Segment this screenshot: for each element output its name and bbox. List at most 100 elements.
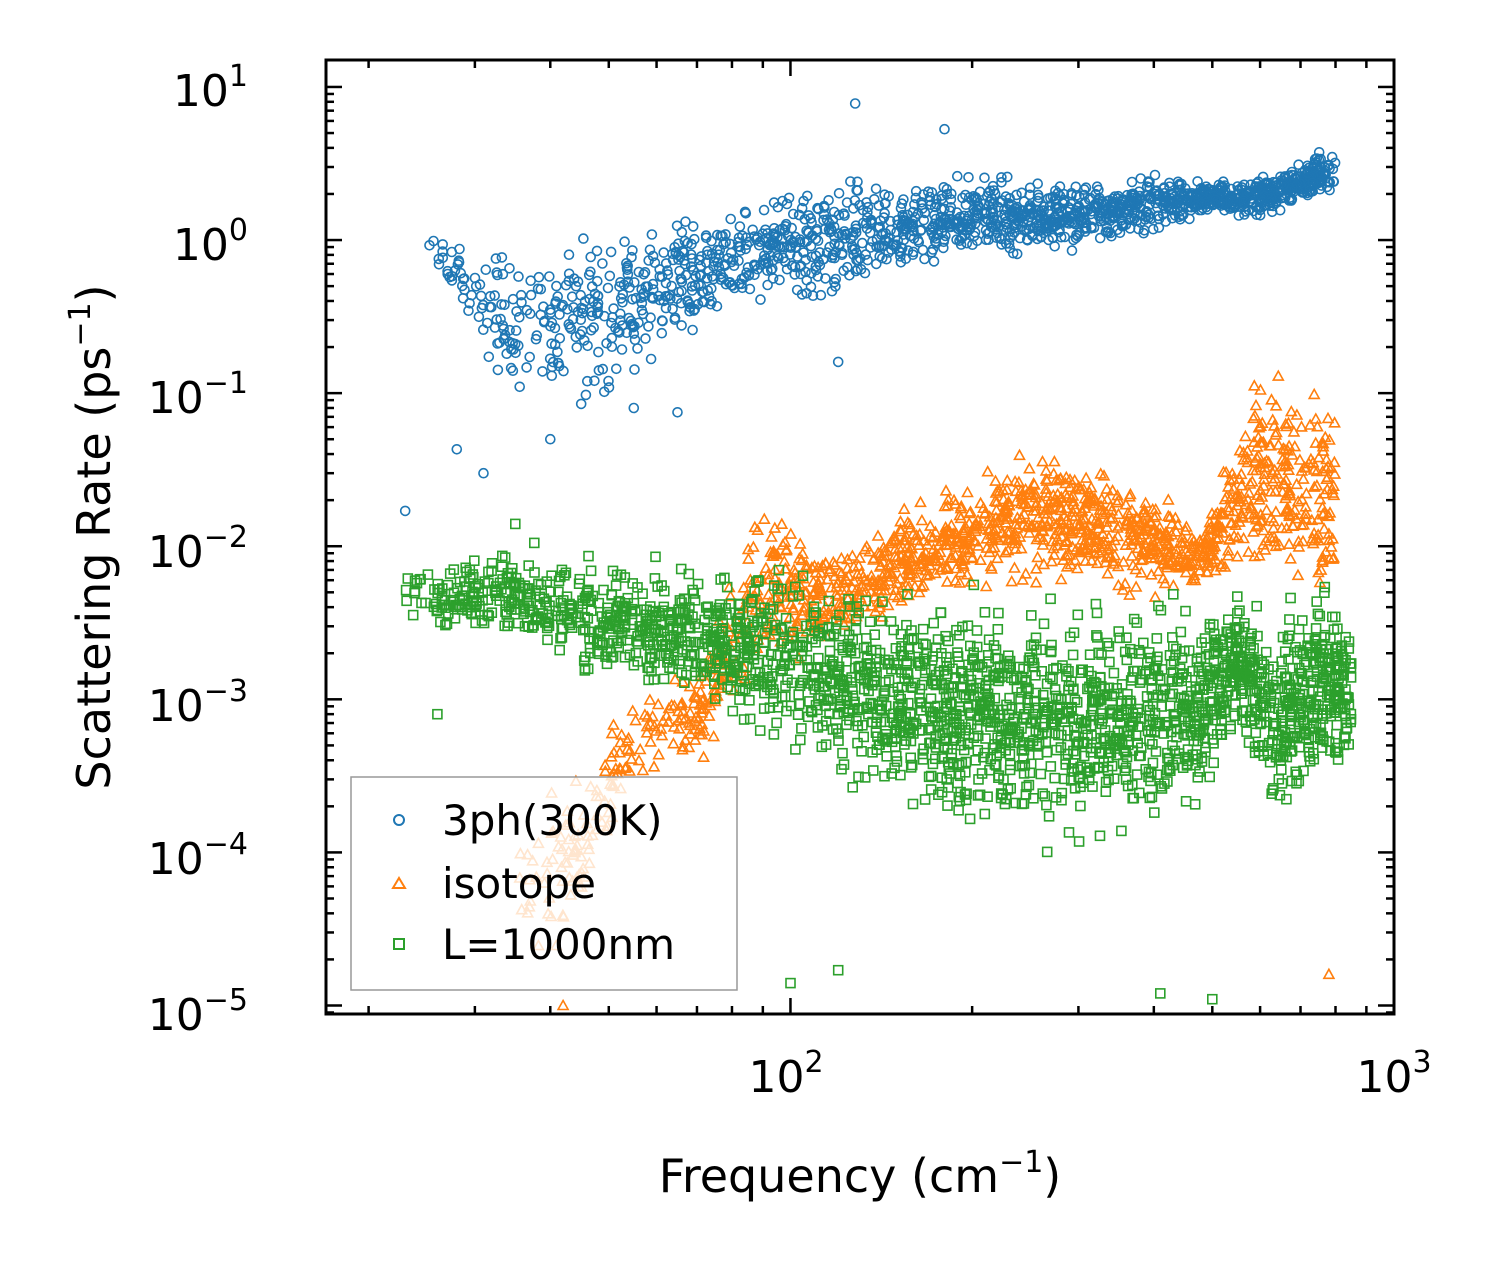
isotope-point	[1100, 515, 1113, 527]
3ph-point	[727, 280, 738, 291]
3ph-point	[1160, 216, 1171, 227]
isotope-point	[771, 584, 785, 597]
3ph-point	[1321, 181, 1333, 193]
isotope-point	[757, 512, 771, 525]
isotope-point	[605, 726, 619, 739]
isotope-point	[632, 753, 646, 766]
isotope-point	[1000, 483, 1014, 495]
3ph-point	[676, 226, 688, 238]
3ph-point	[813, 203, 824, 215]
isotope-point	[1111, 559, 1125, 572]
3ph-point	[963, 224, 975, 235]
isotope-point	[1282, 439, 1296, 451]
isotope-point	[1201, 556, 1215, 568]
3ph-point	[621, 327, 633, 339]
3ph-point	[723, 277, 735, 289]
isotope-point	[917, 553, 931, 565]
isotope-point	[688, 714, 702, 727]
3ph-point	[1174, 180, 1185, 191]
isotope-point	[1230, 498, 1244, 511]
3ph-point	[602, 282, 614, 294]
3ph-point	[1038, 205, 1049, 216]
isotope-point	[871, 583, 885, 595]
3ph-point	[774, 274, 785, 286]
3ph-point	[1086, 223, 1097, 234]
boundary-point	[1150, 746, 1162, 757]
3ph-point	[644, 244, 656, 256]
3ph-point	[1080, 182, 1092, 193]
3ph-point	[702, 249, 713, 261]
isotope-point	[737, 581, 751, 593]
isotope-point	[1202, 522, 1216, 534]
isotope-point	[1180, 520, 1193, 532]
isotope-point	[1254, 419, 1268, 432]
3ph-point	[1326, 151, 1338, 163]
3ph-point	[496, 252, 508, 263]
3ph-point	[552, 346, 563, 358]
3ph-point	[554, 309, 565, 320]
3ph-point	[504, 262, 515, 274]
isotope-point	[1064, 527, 1078, 539]
isotope-point	[613, 761, 627, 774]
3ph-point	[1210, 194, 1221, 205]
isotope-point	[787, 603, 800, 616]
3ph-point	[854, 253, 866, 264]
3ph-point	[749, 269, 760, 281]
isotope-point	[1013, 448, 1026, 461]
isotope-point	[1191, 558, 1205, 571]
3ph-point	[1052, 187, 1064, 199]
3ph-point	[1149, 188, 1160, 200]
3ph-point	[1011, 248, 1023, 260]
isotope-point	[1280, 419, 1293, 432]
isotope-point	[708, 694, 722, 707]
isotope-point	[946, 527, 960, 539]
isotope-point	[742, 552, 755, 564]
isotope-point	[841, 592, 855, 604]
3ph-point	[897, 229, 909, 240]
3ph-point	[850, 220, 862, 231]
isotope-point	[1190, 544, 1204, 557]
3ph-point	[591, 275, 603, 287]
3ph-point	[525, 289, 537, 301]
3ph-point	[1124, 223, 1136, 234]
isotope-point	[1311, 420, 1324, 432]
isotope-point	[964, 575, 978, 587]
3ph-point	[740, 208, 752, 219]
isotope-point	[1317, 522, 1331, 534]
isotope-point	[1014, 484, 1028, 496]
3ph-point	[521, 362, 532, 373]
3ph-point	[1302, 189, 1313, 201]
3ph-point	[801, 274, 813, 286]
3ph-point	[1145, 213, 1157, 225]
isotope-point	[1247, 411, 1260, 424]
isotope-point	[1060, 560, 1074, 572]
3ph-point	[1284, 192, 1296, 203]
3ph-point	[719, 260, 731, 272]
3ph-point	[1190, 200, 1202, 212]
3ph-outlier-point	[628, 402, 640, 414]
isotope-point	[1223, 473, 1237, 486]
isotope-point	[1040, 474, 1054, 486]
isotope-point	[999, 545, 1012, 558]
isotope-point	[1016, 573, 1030, 585]
boundary-point	[1072, 609, 1084, 621]
3ph-point	[572, 306, 584, 318]
isotope-point	[1309, 412, 1323, 424]
3ph-point	[1307, 177, 1319, 188]
3ph-point	[537, 366, 548, 377]
3ph-point	[929, 236, 941, 248]
3ph-point	[783, 192, 795, 204]
isotope-point	[1126, 528, 1140, 541]
3ph-point	[593, 346, 604, 358]
3ph-point	[848, 230, 859, 241]
isotope-point	[1085, 554, 1098, 566]
3ph-point	[616, 344, 628, 355]
3ph-point	[455, 267, 467, 279]
isotope-point	[1094, 499, 1108, 511]
3ph-point	[782, 230, 794, 242]
isotope-point	[1161, 509, 1175, 522]
3ph-point	[1018, 205, 1029, 217]
isotope-point	[1087, 541, 1101, 553]
isotope-point	[1068, 553, 1082, 566]
3ph-point	[1281, 189, 1292, 200]
